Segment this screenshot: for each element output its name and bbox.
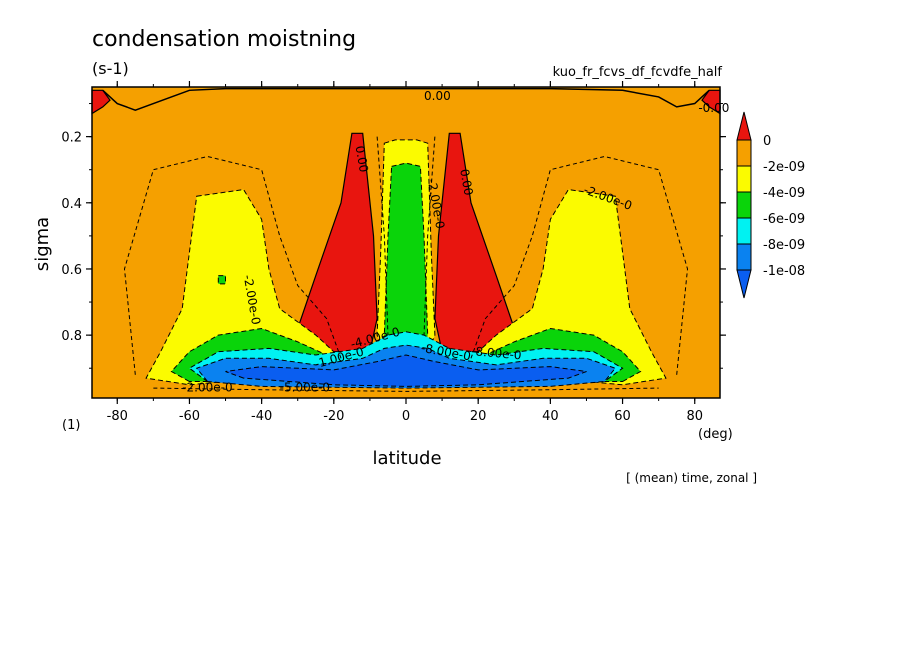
colorbar-label: 0 xyxy=(763,134,771,149)
x-tick-label: 0 xyxy=(402,409,410,424)
x-tick-label: -60 xyxy=(179,409,200,424)
x-tick-label: 80 xyxy=(686,409,703,424)
dashed-contour-1 xyxy=(470,155,689,375)
y-tick-label: 0.2 xyxy=(61,131,82,146)
contour-label: 0.00 xyxy=(353,145,371,174)
colorbar-triangle-top xyxy=(736,111,752,141)
contour-label: -5.00e-0 xyxy=(280,380,330,394)
colorbar-swatch xyxy=(736,165,752,193)
x-tick-label: 40 xyxy=(542,409,559,424)
y-tick-label: 0.4 xyxy=(61,197,82,212)
experiment-label: kuo_fr_fcvs_df_fcvdfe_half xyxy=(553,65,723,80)
region-deep-core xyxy=(225,354,587,387)
units-label: (s-1) xyxy=(92,59,129,78)
colorbar-swatch xyxy=(736,243,752,271)
colorbar-label: -8e-09 xyxy=(763,238,805,253)
contour-label: 0.00 xyxy=(424,89,451,103)
dashed-contour-3 xyxy=(423,136,436,336)
footer-note: [ (mean) time, zonal ] xyxy=(626,471,757,485)
x-tick-label: -20 xyxy=(323,409,344,424)
contour-label: -8.00e-0 xyxy=(471,344,522,362)
colorbar-swatch xyxy=(736,191,752,219)
x-tick-label: 60 xyxy=(614,409,631,424)
zero-contour-top xyxy=(102,87,710,111)
colorbar-label: -4e-09 xyxy=(763,186,805,201)
colorbar-swatch xyxy=(736,217,752,245)
colorbar-label: -1e-08 xyxy=(763,264,805,279)
contour-label: -0.00 xyxy=(698,101,729,115)
dashed-contour-2 xyxy=(376,136,389,336)
contour-label: -2.00e-0 xyxy=(182,380,232,394)
y-axis-label: sigma xyxy=(32,217,53,271)
x-tick-label: -40 xyxy=(251,409,272,424)
colorbar-swatch xyxy=(736,139,752,167)
x-tick-label: -80 xyxy=(107,409,128,424)
x-axis-label: latitude xyxy=(372,448,441,469)
chart-title: condensation moistning xyxy=(92,27,356,52)
x-axis-units: (deg) xyxy=(698,427,733,442)
x-tick-label: 20 xyxy=(470,409,487,424)
plot-area: 0.00-0.000.000.00-2.00e-0-2.00e-0-2.00e-… xyxy=(61,81,729,424)
region-green-spot-left xyxy=(217,275,226,285)
dashed-contour-4 xyxy=(153,387,659,392)
colorbar-label: -6e-09 xyxy=(763,212,805,227)
y-tick-label: 0.8 xyxy=(61,329,82,344)
dashed-contour-0 xyxy=(123,155,342,375)
y-axis-units: (1) xyxy=(62,418,80,433)
y-tick-label: 0.6 xyxy=(61,263,82,278)
contour-label: 0.00 xyxy=(457,168,475,197)
colorbar-label: -2e-09 xyxy=(763,160,805,175)
colorbar: 0 -2e-09 -4e-09 -6e-09 -8e-09 -1e-08 xyxy=(736,111,805,299)
colorbar-triangle-bottom xyxy=(736,269,752,299)
